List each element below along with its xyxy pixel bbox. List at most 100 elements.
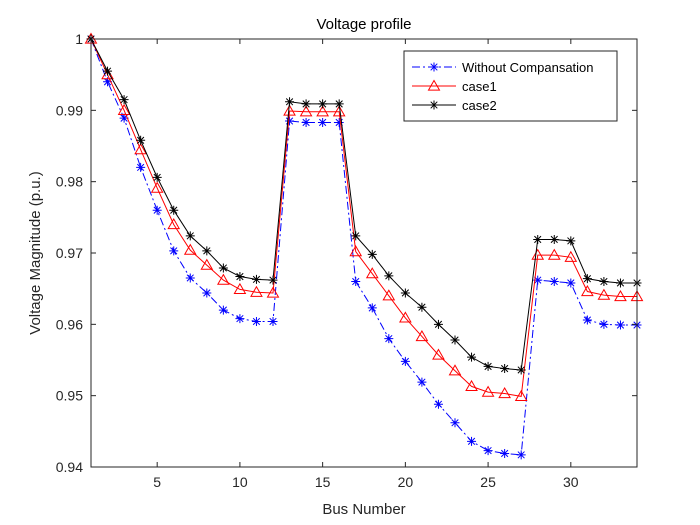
data-point bbox=[400, 356, 410, 366]
series-without-compansation bbox=[86, 34, 642, 460]
legend-swatch-marker bbox=[427, 79, 441, 91]
series-layer bbox=[84, 32, 644, 460]
legend-label: case2 bbox=[462, 98, 497, 113]
data-point bbox=[250, 285, 263, 297]
data-point bbox=[185, 273, 195, 283]
data-point bbox=[233, 282, 247, 295]
y-tick-label: 0.97 bbox=[56, 245, 83, 261]
data-point bbox=[103, 66, 113, 76]
data-point bbox=[150, 181, 164, 193]
x-tick-label: 20 bbox=[398, 474, 414, 490]
data-point bbox=[351, 231, 361, 241]
data-point bbox=[134, 143, 147, 155]
data-point bbox=[334, 99, 344, 109]
y-tick-label: 0.94 bbox=[56, 459, 83, 475]
data-point bbox=[615, 320, 625, 330]
data-point bbox=[200, 258, 214, 270]
data-point bbox=[566, 236, 576, 246]
data-point bbox=[514, 389, 528, 402]
data-point bbox=[152, 205, 162, 215]
series-line bbox=[90, 38, 637, 397]
legend-swatch-marker bbox=[429, 100, 439, 110]
data-point bbox=[417, 302, 427, 312]
series-line bbox=[90, 38, 637, 371]
data-point bbox=[384, 271, 394, 281]
legend-item: case1 bbox=[412, 79, 497, 94]
legend-label: Without Compansation bbox=[462, 60, 594, 75]
data-point bbox=[349, 245, 363, 257]
x-tick-label: 5 bbox=[153, 474, 161, 490]
data-point bbox=[218, 305, 228, 315]
data-point bbox=[433, 399, 443, 409]
data-point bbox=[235, 272, 245, 282]
data-point bbox=[500, 364, 510, 374]
data-point bbox=[531, 248, 545, 260]
tick-layer: 5 10 15 20 25 30 0.94 0.95 0.96 0.97 0.98 0.99 1 bbox=[56, 31, 637, 490]
data-point bbox=[367, 303, 377, 313]
data-point bbox=[549, 277, 559, 287]
data-point bbox=[185, 231, 195, 241]
y-tick-label: 1 bbox=[75, 31, 83, 47]
data-point bbox=[533, 275, 543, 285]
data-point bbox=[285, 97, 295, 107]
data-point bbox=[465, 379, 478, 392]
data-point bbox=[597, 288, 611, 300]
data-point bbox=[599, 319, 609, 329]
data-point bbox=[268, 316, 278, 326]
x-tick-label: 15 bbox=[315, 474, 331, 490]
data-point bbox=[283, 104, 296, 116]
legend-item: Without Compansation bbox=[412, 60, 594, 75]
data-point bbox=[202, 246, 212, 256]
series-case1 bbox=[84, 32, 644, 402]
data-point bbox=[318, 117, 328, 127]
data-point bbox=[516, 365, 526, 375]
data-point bbox=[415, 329, 429, 342]
x-tick-label: 10 bbox=[232, 474, 248, 490]
data-point bbox=[169, 246, 179, 256]
data-point bbox=[433, 319, 443, 329]
data-point bbox=[285, 116, 295, 126]
data-point bbox=[351, 277, 361, 287]
y-tick-label: 0.96 bbox=[56, 316, 83, 332]
data-point bbox=[251, 316, 261, 326]
data-point bbox=[614, 290, 627, 302]
x-tick-label: 30 bbox=[563, 474, 579, 490]
data-point bbox=[202, 288, 212, 298]
data-point bbox=[467, 436, 477, 446]
data-point bbox=[152, 172, 162, 182]
data-point bbox=[432, 348, 445, 360]
data-point bbox=[334, 117, 344, 127]
data-point bbox=[467, 352, 477, 362]
data-point bbox=[564, 250, 578, 262]
data-point bbox=[549, 234, 559, 244]
y-tick-label: 0.99 bbox=[56, 102, 83, 118]
data-point bbox=[615, 278, 625, 288]
data-point bbox=[136, 162, 146, 172]
data-point bbox=[581, 285, 594, 297]
data-point bbox=[332, 105, 346, 117]
legend-items: Without Compansation case1 case2 bbox=[412, 60, 594, 113]
data-point bbox=[400, 288, 410, 298]
data-point bbox=[384, 334, 394, 344]
data-point bbox=[448, 364, 462, 376]
data-point bbox=[365, 267, 379, 279]
data-point bbox=[119, 113, 129, 123]
data-point bbox=[399, 311, 412, 323]
data-point bbox=[483, 446, 493, 456]
data-point bbox=[266, 286, 280, 298]
data-point bbox=[268, 275, 278, 285]
chart-title: Voltage profile bbox=[316, 16, 411, 33]
data-point bbox=[103, 77, 113, 87]
data-point bbox=[547, 248, 561, 260]
data-point bbox=[498, 387, 511, 399]
legend: Without Compansation case1 case2 bbox=[403, 50, 618, 122]
data-point bbox=[119, 95, 129, 105]
data-point bbox=[136, 135, 146, 145]
data-point bbox=[582, 315, 592, 325]
data-point bbox=[316, 105, 329, 117]
x-tick-label: 25 bbox=[480, 474, 496, 490]
data-point bbox=[318, 99, 328, 109]
series-line bbox=[90, 38, 637, 456]
data-point bbox=[235, 314, 245, 324]
